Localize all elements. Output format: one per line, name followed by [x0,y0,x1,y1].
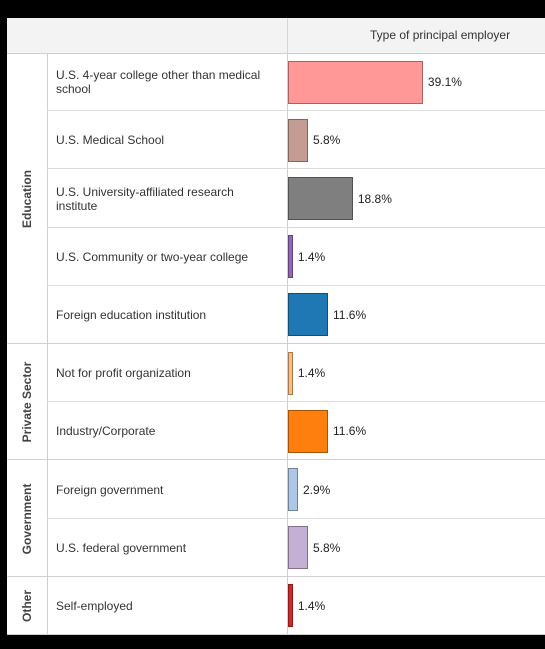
column-header: Type of principal employer [287,18,545,53]
group-separator [7,634,545,635]
value-label: 1.4% [297,366,326,381]
group-separator [7,575,545,577]
bar-industry-corporate [288,409,329,453]
bar-u-s-federal-government [288,526,308,570]
category-label: Industry/Corporate [56,424,156,439]
group-label: Government [20,483,34,554]
bar-u-s-university-affiliated-research-institute [288,177,353,220]
chart-frame: Type of principal employer Education U.S.… [7,18,545,635]
row-separator [47,284,545,286]
value-label: 39.1% [427,75,462,90]
category-label: U.S. federal government [56,540,187,555]
value-label: 1.4% [297,598,326,613]
bar-u-s-4-year-college-other-than-medical-school [288,60,423,104]
row-separator [47,401,545,403]
row-separator [47,168,545,170]
group-label: Private Sector [20,361,34,443]
bar-not-for-profit-organization [288,351,293,395]
group-cell-private-sector: Private Sector [7,344,47,460]
column-header-text: Type of principal employer [370,28,511,42]
header-row: Type of principal employer [7,18,545,54]
bar-u-s-community-or-two-year-college [288,235,293,279]
row-separator [47,226,545,228]
value-label: 2.9% [303,482,331,497]
group-cell-education: Education [7,53,47,344]
row-separator [47,110,545,112]
group-separator [7,343,545,344]
group-cell-government: Government [7,460,47,576]
group-label: Other [20,589,34,622]
value-label: 11.6% [333,424,367,439]
group-divider [47,53,48,635]
bar-foreign-education-institution [288,293,329,337]
category-label: Self-employed [56,598,133,613]
group-label: Education [20,169,34,228]
bar-foreign-government [288,468,298,511]
category-label: Foreign education institution [56,307,207,322]
category-label: U.S. University-affiliated research inst… [56,184,234,213]
category-label: U.S. Community or two-year college [56,249,249,264]
value-label: 11.6% [333,307,367,322]
bar-self-employed [288,584,293,628]
category-label: Not for profit organization [56,366,191,381]
value-label: 18.8% [357,191,392,206]
value-label: 5.8% [313,540,341,555]
category-label: Foreign government [56,482,164,497]
category-divider [287,53,288,635]
category-label: U.S. Medical School [56,133,165,148]
value-label: 1.4% [297,249,326,264]
row-separator [47,517,545,519]
bar-u-s-medical-school [288,118,308,162]
group-cell-other: Other [7,577,47,635]
value-label: 5.8% [313,133,341,148]
category-label: U.S. 4-year college other than medical s… [56,68,261,97]
group-separator [7,459,545,461]
